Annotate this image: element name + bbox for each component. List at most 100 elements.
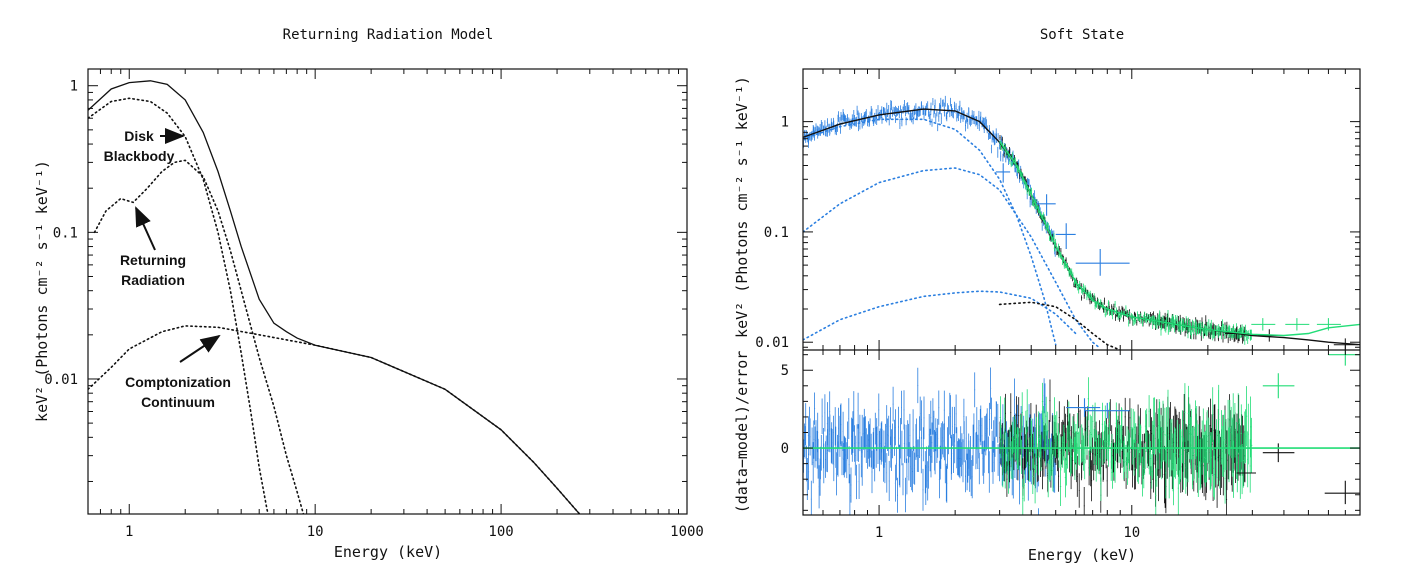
blue-data-point <box>916 110 917 119</box>
black-data-point <box>1149 312 1151 317</box>
blue-data-point <box>911 112 913 123</box>
green-data-point <box>1143 314 1145 322</box>
green-data-residual <box>1225 419 1227 471</box>
green-data-point <box>1139 318 1141 324</box>
blue-data-point <box>957 109 958 119</box>
green-data-residual <box>1218 384 1220 444</box>
blue-data-point <box>921 101 922 110</box>
green-data-residual <box>1164 407 1166 462</box>
blue-data-point <box>958 105 960 116</box>
blue-data-residual <box>807 416 809 455</box>
green-data-residual <box>1089 434 1091 476</box>
blue-data-residual <box>970 460 972 496</box>
green-data-point <box>1153 315 1155 324</box>
green-data-residual <box>1241 444 1243 495</box>
green-data-residual <box>1165 447 1167 499</box>
blue-data-residual <box>905 477 907 513</box>
annotation-compton-line1: Comptonization <box>125 374 231 390</box>
blue-data-residual <box>911 447 913 491</box>
blue-data-point <box>894 107 895 116</box>
green-data-point <box>1077 285 1079 291</box>
green-data-residual <box>1167 406 1169 468</box>
green-data-residual <box>1168 440 1170 499</box>
black-data-residual <box>1010 393 1012 432</box>
blue-data-point <box>994 133 996 145</box>
blue-data-residual <box>895 409 896 446</box>
blue-data-residual <box>951 434 952 475</box>
blue-data-point <box>881 116 883 124</box>
green-data-residual <box>1116 412 1118 454</box>
blue-data-residual <box>978 420 980 459</box>
green-data-point <box>1161 317 1163 330</box>
green-data-point <box>1172 316 1175 329</box>
black-data-residual <box>1029 417 1031 452</box>
black-data-residual <box>1151 417 1153 450</box>
green-data-point <box>1177 321 1179 332</box>
green-data-residual <box>1071 438 1073 474</box>
green-data-point <box>1202 328 1204 339</box>
blue-data-residual <box>860 436 862 478</box>
blue-data-point <box>932 98 934 106</box>
green-data-point <box>1212 329 1214 339</box>
green-data-residual <box>1058 432 1060 468</box>
black-data-point <box>1122 307 1124 314</box>
green-data-point <box>1157 314 1159 326</box>
blue-data-residual <box>865 428 867 463</box>
black-data-residual <box>1101 432 1103 467</box>
green-data-point <box>1009 159 1011 164</box>
green-data-residual <box>1177 457 1179 515</box>
blue-data-residual <box>808 453 810 490</box>
blue-data-point <box>929 114 931 126</box>
annotation-compton-arrow <box>179 334 221 363</box>
black-data-point <box>1083 292 1085 299</box>
blue-data-residual <box>903 424 905 463</box>
green-data-point <box>1135 317 1137 324</box>
blue-data-point <box>956 113 958 122</box>
green-data-point <box>1108 310 1110 316</box>
green-data-point <box>1128 319 1130 327</box>
blue-data-residual <box>940 423 942 460</box>
model-total-model <box>803 108 1360 346</box>
blue-data-point <box>809 132 811 141</box>
blue-data-residual <box>929 428 931 472</box>
green-data-residual <box>1082 435 1085 471</box>
green-data-point <box>1184 323 1186 332</box>
residual-outlier <box>1324 480 1360 505</box>
blue-data-residual <box>930 436 932 478</box>
blue-data-point <box>952 111 954 119</box>
blue-data-point <box>906 103 908 114</box>
blue-data-point <box>968 107 970 117</box>
green-data-residual <box>1149 441 1152 476</box>
green-data-residual <box>1090 416 1092 453</box>
model-disk-component <box>803 118 1057 346</box>
black-data-residual <box>1129 398 1131 438</box>
blue-data-residual <box>827 429 828 473</box>
blue-data-residual <box>922 427 924 462</box>
blue-data-residual <box>938 390 940 425</box>
annotation-disk-line2: Blackbody <box>104 148 175 164</box>
blue-data-residual <box>957 441 958 476</box>
blue-data-point <box>937 123 939 132</box>
green-data-residual <box>1038 411 1040 450</box>
green-data-residual <box>1181 410 1184 464</box>
blue-data-residual <box>884 445 886 484</box>
green-data-residual <box>1056 411 1058 447</box>
blue-data-residual <box>887 418 888 451</box>
blue-data-residual <box>963 421 965 463</box>
right-top-y-tick-label: 0.1 <box>764 225 789 241</box>
black-data-residual <box>1076 455 1078 497</box>
green-data-residual <box>1047 411 1049 450</box>
outlier-point <box>1036 194 1056 216</box>
blue-data-point <box>858 112 860 123</box>
green-data-residual <box>1131 427 1133 465</box>
green-data-residual <box>1033 432 1035 469</box>
green-data-residual <box>1025 410 1027 445</box>
green-data-point <box>1170 318 1172 332</box>
blue-data-residual <box>921 400 922 439</box>
green-data-residual <box>1130 408 1132 447</box>
blue-data-point <box>1028 179 1030 187</box>
green-data-residual <box>1028 448 1030 482</box>
blue-data-point <box>940 97 942 109</box>
blue-data-point <box>865 109 867 118</box>
blue-data-residual <box>942 423 944 458</box>
